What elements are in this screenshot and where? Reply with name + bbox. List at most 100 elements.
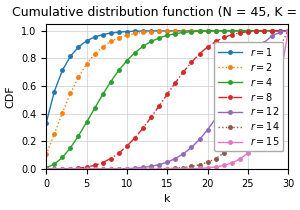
$r = 1$ — [77, 46, 80, 48]
$r = 4$ — [133, 51, 137, 54]
$r = 14$ — [133, 168, 137, 170]
$r = 12$ — [101, 168, 104, 170]
$r = 2$ — [254, 30, 258, 32]
$r = 12$ — [141, 166, 145, 169]
$r = 15$ — [166, 168, 169, 170]
Line: $r = 8$: $r = 8$ — [44, 29, 290, 171]
$r = 14$ — [77, 168, 80, 171]
$r = 1$ — [44, 122, 48, 124]
$r = 1$ — [270, 30, 274, 32]
$r = 14$ — [149, 168, 153, 170]
$r = 4$ — [286, 30, 290, 32]
$r = 1$ — [254, 30, 258, 32]
$r = 15$ — [262, 128, 266, 131]
$r = 4$ — [198, 30, 201, 33]
$r = 14$ — [117, 168, 121, 171]
$r = 15$ — [117, 168, 121, 171]
$r = 4$ — [254, 30, 258, 32]
$r = 4$ — [93, 107, 96, 109]
$r = 2$ — [125, 34, 129, 36]
$r = 2$ — [230, 30, 234, 32]
$r = 12$ — [254, 51, 258, 53]
$r = 12$ — [270, 34, 274, 37]
$r = 8$ — [101, 161, 104, 164]
$r = 15$ — [206, 167, 209, 169]
$r = 15$ — [270, 107, 274, 110]
$r = 14$ — [101, 168, 104, 171]
$r = 1$ — [173, 30, 177, 32]
$r = 2$ — [270, 30, 274, 32]
$r = 15$ — [133, 168, 137, 171]
$r = 14$ — [173, 167, 177, 169]
$r = 1$ — [125, 30, 129, 33]
$r = 12$ — [133, 167, 137, 169]
$r = 2$ — [206, 30, 209, 32]
$r = 15$ — [125, 168, 129, 171]
$r = 12$ — [190, 146, 193, 149]
$r = 1$ — [117, 31, 121, 33]
$r = 15$ — [149, 168, 153, 170]
$r = 2$ — [158, 30, 161, 33]
$r = 4$ — [246, 30, 250, 32]
$r = 14$ — [125, 168, 129, 170]
$r = 12$ — [166, 161, 169, 163]
$r = 2$ — [173, 30, 177, 32]
$r = 2$ — [149, 30, 153, 33]
$r = 2$ — [198, 30, 201, 32]
$r = 1$ — [69, 55, 72, 58]
$r = 12$ — [262, 41, 266, 44]
$r = 12$ — [182, 152, 185, 155]
$r = 12$ — [44, 168, 48, 171]
$r = 12$ — [173, 157, 177, 160]
Legend: $r = 1$, $r = 2$, $r = 4$, $r = 8$, $r = 12$, $r = 14$, $r = 15$: $r = 1$, $r = 2$, $r = 4$, $r = 8$, $r =… — [214, 42, 284, 151]
$r = 1$ — [61, 69, 64, 72]
$r = 1$ — [190, 30, 193, 32]
$r = 14$ — [262, 86, 266, 88]
$r = 15$ — [85, 168, 88, 171]
$r = 12$ — [93, 168, 96, 170]
$r = 14$ — [44, 168, 48, 171]
$r = 12$ — [149, 165, 153, 168]
$r = 15$ — [44, 168, 48, 171]
$r = 14$ — [52, 168, 56, 171]
$r = 2$ — [109, 40, 112, 43]
$r = 15$ — [214, 166, 217, 168]
$r = 15$ — [182, 168, 185, 170]
$r = 4$ — [230, 30, 234, 32]
$r = 14$ — [238, 135, 242, 137]
$r = 12$ — [286, 30, 290, 32]
$r = 14$ — [85, 168, 88, 171]
$r = 8$ — [173, 81, 177, 84]
$r = 14$ — [222, 152, 226, 155]
$r = 15$ — [190, 168, 193, 170]
$r = 1$ — [133, 30, 137, 33]
$r = 8$ — [182, 71, 185, 73]
$r = 2$ — [93, 53, 96, 55]
$r = 12$ — [222, 104, 226, 107]
$r = 4$ — [190, 30, 193, 33]
$r = 14$ — [158, 168, 161, 170]
$r = 1$ — [214, 30, 217, 32]
$r = 15$ — [109, 168, 112, 171]
$r = 15$ — [278, 76, 282, 78]
Title: Cumulative distribution function (N = 45, K = 30): Cumulative distribution function (N = 45… — [12, 5, 300, 18]
$r = 2$ — [262, 30, 266, 32]
$r = 12$ — [69, 168, 72, 171]
$r = 8$ — [85, 166, 88, 168]
$r = 4$ — [141, 45, 145, 47]
$r = 15$ — [69, 168, 72, 171]
$r = 8$ — [133, 136, 137, 139]
$r = 14$ — [190, 165, 193, 168]
$r = 8$ — [117, 152, 121, 154]
$r = 8$ — [109, 157, 112, 160]
$r = 1$ — [238, 30, 242, 32]
$r = 1$ — [166, 30, 169, 32]
$r = 1$ — [141, 30, 145, 32]
Line: $r = 14$: $r = 14$ — [44, 29, 290, 171]
$r = 1$ — [149, 30, 153, 32]
$r = 4$ — [109, 80, 112, 83]
$r = 8$ — [286, 30, 290, 32]
$r = 2$ — [61, 112, 64, 114]
Line: $r = 15$: $r = 15$ — [44, 29, 290, 171]
$r = 14$ — [278, 44, 282, 47]
